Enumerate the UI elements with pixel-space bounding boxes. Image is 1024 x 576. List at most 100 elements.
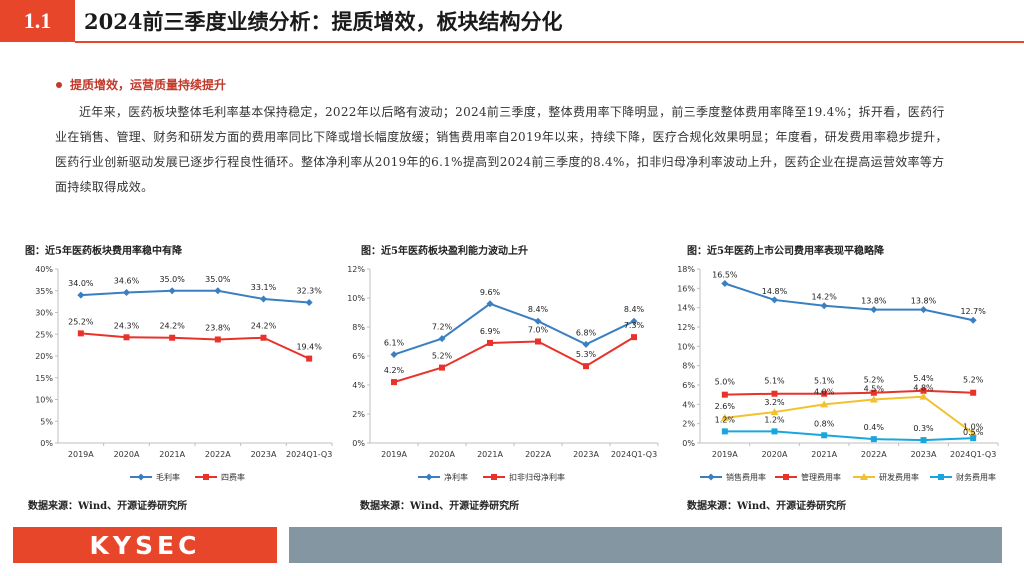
data-point-4 [920, 437, 927, 444]
data-label-2: 24.2% [159, 322, 185, 331]
bullet-dot-icon [56, 81, 62, 88]
data-point-2 [260, 334, 267, 341]
chart2-source: 数据来源：Wind、开源证券研究所 [360, 501, 520, 512]
data-point-1 [534, 317, 542, 325]
series-line-2 [724, 389, 974, 396]
data-point-2 [771, 390, 778, 397]
data-label-1: 12.7% [960, 307, 986, 316]
data-label-2: 24.2% [251, 322, 277, 331]
data-point-2 [870, 389, 877, 396]
data-label-2: 25.2% [68, 317, 94, 326]
data-label-2: 5.1% [814, 377, 835, 386]
data-point-2 [970, 389, 977, 396]
data-point-3 [820, 400, 829, 408]
legend-marker [491, 474, 497, 480]
x-tick-label: 2019A [381, 450, 407, 459]
data-point-1 [390, 351, 398, 359]
x-tick-label: 2019A [68, 450, 94, 459]
data-label-1: 33.1% [251, 283, 277, 292]
chart1-title: 图：近5年医药板块费用率稳中有降 [25, 246, 182, 257]
x-tick-label: 2024Q1-Q3 [286, 450, 332, 459]
data-label-2: 5.2% [432, 352, 453, 361]
data-label-3: 3.2% [764, 398, 785, 407]
series-line-4 [724, 430, 974, 442]
data-point-2 [439, 364, 445, 371]
y-tick-label: 25% [35, 330, 53, 339]
legend-label: 毛利率 [156, 472, 180, 482]
x-tick-label: 2020A [429, 450, 455, 459]
y-tick-label: 35% [35, 287, 53, 296]
data-point-1 [771, 296, 778, 304]
data-label-2: 5.1% [764, 377, 785, 386]
chart1-source: 数据来源：Wind、开源证券研究所 [28, 501, 188, 512]
y-tick-label: 18% [677, 265, 695, 274]
data-label-4: 0.3% [913, 424, 934, 433]
series-line-2 [393, 336, 635, 384]
data-label-4: 0.5% [963, 428, 984, 437]
data-label-3: 1.0% [963, 422, 984, 431]
data-point-2 [123, 334, 130, 341]
data-point-1 [820, 302, 828, 310]
data-point-1 [486, 300, 494, 308]
bullet-heading-text: 提质增效，运营质量持续提升 [70, 78, 227, 92]
data-label-2: 5.2% [963, 376, 984, 385]
y-tick-label: 8% [682, 362, 695, 371]
data-label-1: 35.0% [205, 275, 231, 284]
data-label-1: 6.8% [576, 328, 597, 337]
y-tick-label: 10% [35, 396, 53, 405]
data-point-1 [630, 317, 638, 325]
data-label-4: 1.2% [715, 415, 736, 424]
legend-marker [137, 473, 145, 481]
data-label-1: 34.6% [114, 276, 140, 285]
y-tick-label: 0% [40, 439, 53, 448]
data-label-2: 4.2% [384, 366, 405, 375]
y-tick-label: 4% [352, 381, 365, 390]
x-tick-label: 2022A [861, 450, 887, 459]
kysec-logo: KYSEC [13, 527, 277, 563]
legend-label: 销售费用率 [726, 472, 766, 482]
data-label-2: 5.2% [864, 376, 885, 385]
legend-marker [203, 474, 209, 480]
data-label-2: 24.3% [114, 321, 140, 330]
data-point-2 [721, 391, 728, 398]
data-point-1 [969, 316, 977, 324]
data-label-3: 4.0% [814, 387, 835, 396]
data-label-4: 0.4% [864, 423, 885, 432]
data-point-1 [582, 340, 590, 348]
y-tick-label: 4% [682, 400, 695, 409]
chart3-title: 图：近5年医药上市公司费用率表现平稳略降 [687, 246, 884, 257]
header-divider [75, 41, 1024, 43]
y-tick-label: 30% [35, 309, 53, 318]
x-tick-label: 2023A [911, 450, 937, 459]
data-label-2: 7.0% [528, 326, 549, 335]
legend-label: 净利率 [444, 472, 468, 482]
data-point-4 [771, 428, 778, 435]
data-point-2 [214, 336, 221, 343]
y-tick-label: 20% [35, 352, 53, 361]
data-point-2 [583, 363, 589, 370]
body-paragraph: 近年来，医药板块整体毛利率基本保持稳定，2022年以后略有波动；2024前三季度… [55, 105, 948, 194]
y-tick-label: 10% [347, 294, 365, 303]
series-line-2 [80, 332, 310, 360]
data-point-4 [821, 432, 828, 439]
data-label-1: 7.2% [432, 323, 453, 332]
data-label-2: 6.9% [480, 327, 501, 336]
data-label-1: 9.6% [480, 288, 501, 297]
y-tick-label: 8% [352, 323, 365, 332]
data-point-1 [123, 288, 130, 296]
data-point-3 [770, 408, 779, 416]
y-tick-label: 6% [682, 381, 695, 390]
data-point-1 [920, 306, 927, 314]
chart2-title: 图：近5年医药板块盈利能力波动上升 [361, 246, 528, 257]
data-label-2: 5.3% [576, 350, 597, 359]
footer-bar [289, 527, 1002, 563]
y-tick-label: 12% [347, 265, 365, 274]
series-line-3 [724, 395, 974, 435]
data-label-3: 4.8% [913, 384, 934, 393]
data-point-2 [487, 339, 493, 346]
data-point-2 [920, 387, 927, 394]
y-tick-label: 6% [352, 352, 365, 361]
y-tick-label: 10% [677, 342, 695, 351]
data-point-2 [391, 379, 397, 386]
x-tick-label: 2019A [712, 450, 738, 459]
